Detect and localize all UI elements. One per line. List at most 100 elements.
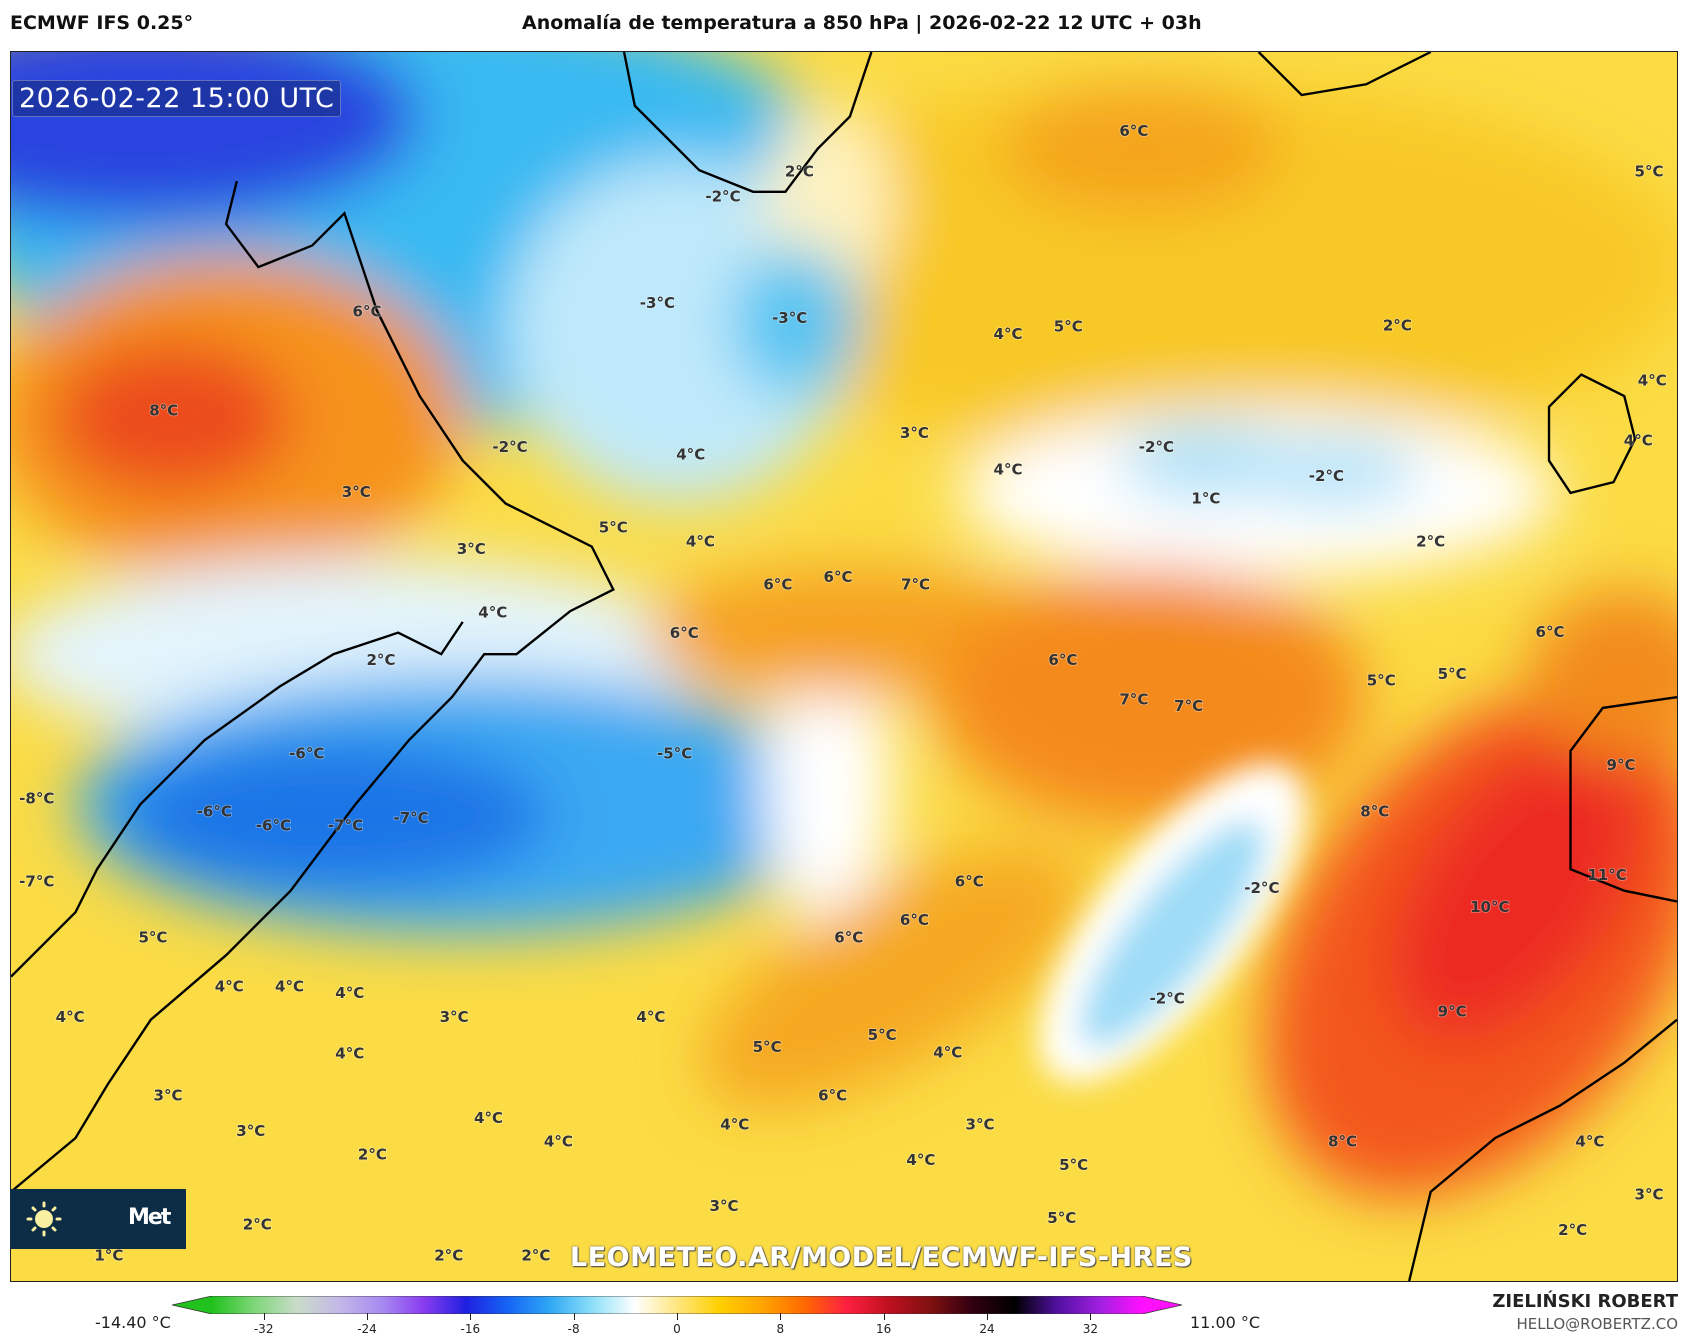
contour-label: 4°C	[474, 1109, 503, 1127]
contour-label: -8°C	[19, 790, 54, 808]
contour-label: 4°C	[1624, 432, 1653, 450]
watermark: LEOMETEO.AR/MODEL/ECMWF-IFS-HRES	[570, 1242, 1193, 1273]
contour-label: -2°C	[492, 438, 527, 456]
tick-label: -16	[460, 1322, 481, 1336]
contour-label: 7°C	[901, 576, 930, 594]
contour-label: 2°C	[1383, 316, 1412, 334]
contour-label: 6°C	[818, 1086, 847, 1104]
contour-label: 4°C	[335, 1044, 364, 1062]
contour-label: 5°C	[1047, 1209, 1076, 1227]
contour-label: 10°C	[1470, 898, 1510, 916]
contour-label: 5°C	[599, 519, 628, 537]
contour-label: 3°C	[440, 1008, 469, 1026]
contour-label: 2°C	[1558, 1221, 1587, 1239]
valid-time-badge: 2026-02-22 15:00 UTC	[12, 80, 342, 117]
contour-label: 2°C	[243, 1215, 272, 1233]
contour-label: 6°C	[900, 911, 929, 929]
contour-label: 6°C	[670, 624, 699, 642]
tick-label: -32	[253, 1322, 274, 1336]
tick-mark	[1090, 1313, 1092, 1320]
contour-label: 8°C	[1360, 802, 1389, 820]
contour-label: 5°C	[1054, 318, 1083, 336]
contour-labels: 6°C 5°C 2°C -2°C 6°C -3°C -3°C 4°C 5°C 2°C 4°C 8°C -…	[18, 121, 1667, 1265]
tick-mark	[263, 1313, 265, 1320]
temperature-anomaly-map[interactable]: 6°C 5°C 2°C -2°C 6°C -3°C -3°C 4°C 5°C 2°C 4°C 8°C -…	[10, 51, 1678, 1282]
tick-label: 24	[979, 1322, 995, 1336]
contour-label: 2°C	[785, 163, 814, 181]
contour-label: 1°C	[1191, 490, 1220, 508]
contour-label: 5°C	[868, 1026, 897, 1044]
tick-label: 0	[673, 1322, 681, 1336]
tick-mark	[367, 1313, 368, 1320]
contour-label: -2°C	[1309, 467, 1344, 485]
contour-label: 6°C	[1048, 651, 1077, 669]
cold-tongue	[1039, 763, 1306, 1083]
contour-label: -3°C	[772, 309, 807, 327]
map-title: Anomalía de temperatura a 850 hPa | 2026…	[522, 12, 1202, 34]
contour-label: 6°C	[834, 928, 863, 946]
contour-label: 4°C	[933, 1043, 962, 1061]
tick-mark	[780, 1313, 782, 1320]
contour-label: -3°C	[640, 294, 675, 312]
contour-label: -7°C	[393, 809, 428, 827]
contour-label: -6°C	[256, 816, 291, 834]
contour-label: 8°C	[149, 401, 178, 419]
contour-label: 3°C	[966, 1115, 995, 1133]
contour-label: 4°C	[335, 984, 364, 1002]
contour-label: -2°C	[1244, 879, 1279, 897]
colorbar	[172, 1296, 1182, 1314]
contour-label: 6°C	[1536, 623, 1565, 641]
contour-label: 4°C	[544, 1133, 573, 1151]
contour-label: 9°C	[1607, 756, 1636, 774]
contour-label: 6°C	[824, 568, 853, 586]
contour-label: 3°C	[457, 540, 486, 558]
contour-label: 4°C	[906, 1151, 935, 1169]
contour-label: 2°C	[358, 1145, 387, 1163]
tick-label: -8	[567, 1322, 580, 1336]
contour-label: 7°C	[1174, 697, 1203, 715]
contour-label: 2°C	[521, 1247, 550, 1265]
tick-mark	[677, 1313, 678, 1320]
contour-label: 4°C	[993, 461, 1022, 479]
sun-icon	[26, 1201, 62, 1237]
contour-label: -5°C	[657, 744, 692, 762]
tick-label: 16	[876, 1322, 892, 1336]
author-name: ZIELIŃSKI ROBERT	[1492, 1291, 1678, 1312]
contour-label: 3°C	[342, 483, 371, 501]
contour-label: 4°C	[686, 533, 715, 551]
contour-label: 3°C	[710, 1197, 739, 1215]
tick-label: 8	[776, 1322, 785, 1336]
logo-text: Met	[128, 1205, 171, 1230]
contour-label: 7°C	[1119, 691, 1148, 709]
contour-label: 4°C	[1638, 371, 1667, 389]
contour-label: -2°C	[705, 187, 740, 205]
contour-label: 11°C	[1587, 866, 1627, 884]
coastlines	[11, 52, 1677, 1281]
contour-label: -2°C	[1139, 438, 1174, 456]
contour-label: 4°C	[676, 446, 705, 464]
contour-label: -7°C	[328, 816, 363, 834]
contour-label: 9°C	[1438, 1002, 1467, 1020]
contour-label: 3°C	[1635, 1185, 1664, 1203]
contour-label: 4°C	[1575, 1133, 1604, 1151]
contour-label: 5°C	[1635, 163, 1664, 181]
contour-label: 6°C	[352, 303, 381, 321]
contour-label: -7°C	[19, 872, 54, 890]
contour-label: 4°C	[720, 1115, 749, 1133]
contour-label: 5°C	[1059, 1156, 1088, 1174]
contour-label: 3°C	[154, 1086, 183, 1104]
author-email[interactable]: HELLO@ROBERTZ.CO	[1516, 1315, 1678, 1333]
colorbar-gradient	[172, 1296, 1182, 1314]
min-value: -14.40 °C	[95, 1313, 171, 1332]
anomaly-field	[11, 52, 1677, 1197]
logo[interactable]: Met	[10, 1189, 186, 1249]
tick-label: -24	[357, 1322, 377, 1336]
contour-label: -6°C	[289, 744, 324, 762]
contour-label: 2°C	[434, 1247, 463, 1265]
contour-label: 5°C	[1438, 665, 1467, 683]
contour-label: 3°C	[236, 1122, 265, 1140]
contour-label: -2°C	[1150, 990, 1185, 1008]
tick-mark	[470, 1313, 472, 1320]
contour-label: 6°C	[1119, 122, 1148, 140]
tick-mark	[987, 1313, 988, 1320]
